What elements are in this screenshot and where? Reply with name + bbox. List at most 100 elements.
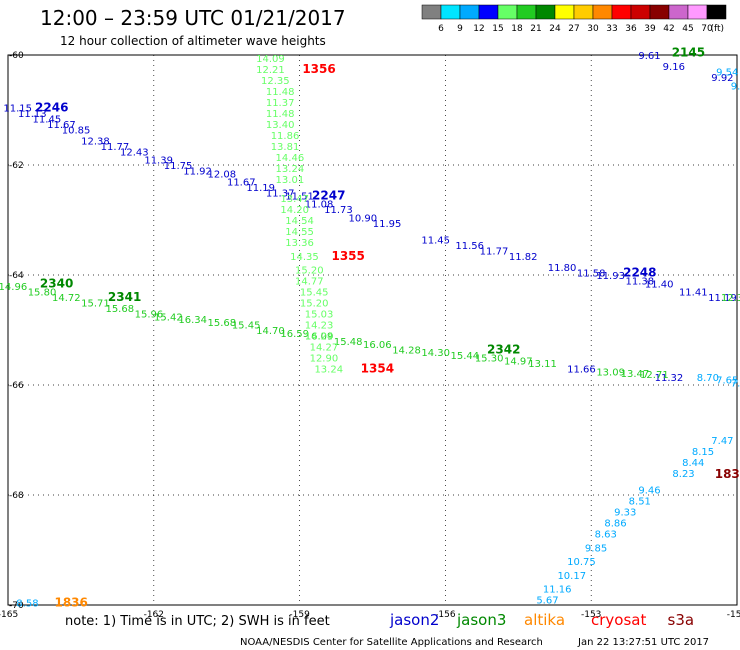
satellite-legend-item: jason3 (456, 611, 506, 629)
wave-height-value: 16.34 (178, 315, 207, 326)
wave-height-value: 14.27 (310, 343, 339, 354)
wave-height-value: 14.24 (305, 332, 334, 343)
wave-height-value: 13.11 (528, 359, 557, 370)
wave-height-value: 8.86 (604, 519, 626, 530)
wave-height-value: 14.46 (276, 153, 305, 164)
wave-height-value: 14.09 (256, 54, 285, 65)
track-time-label: 2341 (108, 290, 141, 304)
legend-swatch (573, 4, 594, 20)
y-tick-label: -70 (9, 601, 24, 611)
wave-height-value: 15.03 (305, 310, 334, 321)
legend-value: 24 (549, 24, 561, 34)
track-time-label: 1354 (361, 362, 394, 376)
y-tick-label: -68 (9, 491, 24, 501)
wave-height-value: 11.77 (480, 246, 509, 257)
wave-height-value: 11.45 (33, 114, 62, 125)
wave-height-value: 11.66 (567, 365, 596, 376)
plot-frame (7, 54, 738, 606)
wave-height-value: 11.75 (164, 161, 193, 172)
wave-height-value: 14.55 (285, 227, 314, 238)
legend-value: 9 (457, 24, 463, 34)
wave-height-value: 11.45 (421, 235, 450, 246)
footer-agency: NOAA/NESDIS Center for Satellite Applica… (240, 637, 543, 648)
wave-height-value: 15.30 (475, 354, 504, 365)
legend-unit: (ft) (710, 24, 724, 34)
wave-height-value: 11.41 (679, 288, 708, 299)
wave-height-value: 11.56 (455, 241, 484, 252)
legend-value: 39 (644, 24, 656, 34)
wave-height-value: 11.15 (3, 103, 32, 114)
wave-height-value: 7.46 (731, 378, 740, 389)
wave-height-value: 14.77 (295, 277, 324, 288)
y-tick-label: -60 (9, 51, 24, 61)
wave-height-value: 12.08 (208, 169, 237, 180)
wave-height-value: 11.67 (47, 120, 76, 131)
wave-height-value: 11.93 (596, 271, 625, 282)
wave-height-value: 11.77 (101, 142, 130, 153)
x-tick-label: -162 (144, 610, 164, 620)
wave-height-value: 14.96 (0, 282, 27, 293)
wave-height-value: 12.71 (640, 370, 669, 381)
wave-height-value: 12.35 (261, 76, 290, 87)
x-tick-label: -156 (435, 610, 456, 620)
wave-height-value: 16.09 (305, 332, 334, 343)
wave-height-value: 8.44 (682, 458, 704, 469)
legend-swatch (630, 4, 651, 20)
wave-height-value: 11.86 (271, 131, 300, 142)
grid-lines (8, 55, 737, 605)
track-time-label: 1836 (54, 595, 87, 609)
wave-height-value: 15.96 (135, 310, 164, 321)
wave-height-value: 11.37 (266, 189, 295, 200)
wave-height-value: 13.81 (271, 142, 300, 153)
legend-swatch (611, 4, 632, 20)
wave-height-value: 13.40 (266, 120, 295, 131)
wave-height-value: 11.39 (144, 156, 173, 167)
wave-height-value: 15.48 (334, 337, 363, 348)
legend-value: 42 (663, 24, 674, 34)
wave-height-value: 13.47 (621, 369, 650, 380)
legend-value: 18 (511, 24, 523, 34)
legend-value: 27 (568, 24, 579, 34)
wave-height-value: 14.54 (285, 216, 314, 227)
legend-value: 15 (492, 24, 503, 34)
wave-height-value: 14.30 (421, 348, 450, 359)
wave-height-value: 16.06 (363, 340, 392, 351)
wave-height-value: 11.67 (227, 178, 256, 189)
wave-height-value: 16.59 (280, 329, 309, 340)
wave-height-value: 8.23 (672, 469, 694, 480)
data-points: 11.1511.1311.4511.6710.8512.3811.7712.43… (0, 51, 740, 609)
satellite-legend-item: cryosat (591, 611, 646, 629)
wave-height-value: 12.43 (120, 147, 149, 158)
wave-height-value: 12.38 (81, 136, 110, 147)
legend-swatch (554, 4, 575, 20)
wave-height-value: 14.97 (504, 356, 533, 367)
legend-value: 6 (438, 24, 444, 34)
wave-height-value: 11.92 (183, 167, 212, 178)
wave-height-value: 11.37 (266, 98, 295, 109)
legend-swatch (706, 4, 727, 20)
wave-height-value: 14.72 (52, 293, 81, 304)
legend-swatch (421, 4, 442, 20)
wave-height-value: 11.16 (543, 585, 572, 596)
wave-height-value: 15.20 (300, 299, 329, 310)
wave-height-value: 13.09 (596, 367, 625, 378)
wave-height-value: 12.90 (310, 354, 339, 365)
wave-height-value: 15.68 (105, 304, 134, 315)
wave-height-value: 11.48 (266, 87, 295, 98)
track-time-label: 2145 (672, 45, 705, 59)
wave-height-value: 9.33 (614, 508, 636, 519)
wave-height-value: 8.58 (16, 598, 38, 609)
wave-height-value: 15.42 (154, 312, 183, 323)
wave-height-value: 9.16 (663, 62, 685, 73)
x-tick-label: -159 (289, 610, 310, 620)
legend-value: 33 (606, 24, 617, 34)
legend-value: 36 (625, 24, 637, 34)
wave-height-value: 11.08 (305, 200, 334, 211)
legend-value: 45 (682, 24, 693, 34)
wave-height-value: 8.63 (595, 530, 617, 541)
wave-height-value: 11.32 (655, 373, 684, 384)
wave-height-value: 13.01 (276, 175, 305, 186)
wave-height-value: 7.47 (711, 436, 733, 447)
y-tick-label: -62 (9, 161, 24, 171)
